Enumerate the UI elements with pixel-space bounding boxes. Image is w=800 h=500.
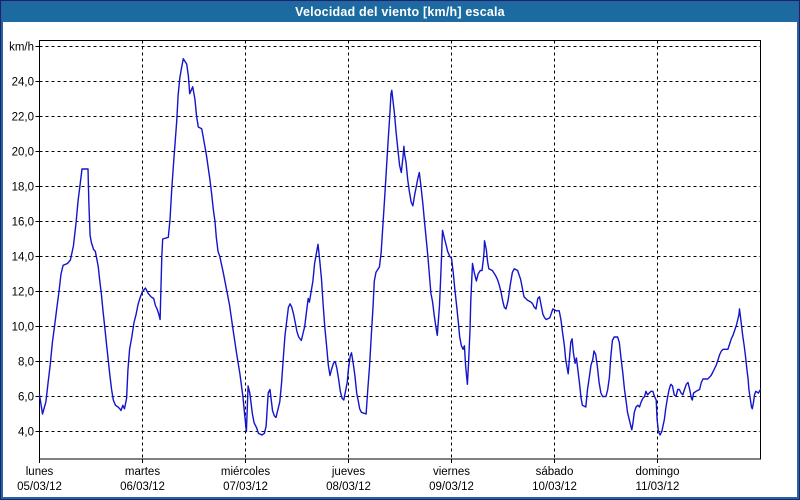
chart-canvas: km/h 24,0 22,0 20,0 18,0 16,0 14,0 12,0 10,0 8,0 6… bbox=[9, 40, 762, 494]
x-day-label: domingo bbox=[635, 466, 679, 478]
y-tick-label: 16,0 bbox=[12, 217, 34, 229]
x-day-label: sábado bbox=[536, 466, 574, 478]
wind-speed-series-group bbox=[38, 58, 762, 436]
y-tick-label: 20,0 bbox=[12, 147, 34, 159]
y-tick-label: 18,0 bbox=[12, 182, 34, 194]
window-content: Velocidad del viento [km/h] escala km/h 2… bbox=[3, 3, 797, 497]
x-day-label: jueves bbox=[331, 466, 365, 478]
y-tick-label: 24,0 bbox=[12, 77, 34, 89]
y-tick-label: 12,0 bbox=[12, 287, 34, 299]
y-tick-label: 10,0 bbox=[12, 322, 34, 334]
x-date-label: 11/03/12 bbox=[636, 481, 680, 493]
axis-labels-group: km/h 24,0 22,0 20,0 18,0 16,0 14,0 12,0 10,0 8,0 6… bbox=[9, 42, 679, 494]
y-tick-label: 4,0 bbox=[18, 427, 34, 439]
x-day-label: miércoles bbox=[221, 466, 270, 478]
y-tick-label: 8,0 bbox=[18, 357, 34, 369]
x-day-label: viernes bbox=[433, 466, 470, 478]
y-tick-label: 22,0 bbox=[12, 112, 34, 124]
x-date-label: 08/03/12 bbox=[326, 481, 371, 493]
x-date-label: 10/03/12 bbox=[532, 481, 577, 493]
window-title: Velocidad del viento [km/h] escala bbox=[295, 5, 505, 19]
x-date-label: 07/03/12 bbox=[223, 481, 268, 493]
y-tick-label: 6,0 bbox=[18, 392, 34, 404]
x-day-label: lunes bbox=[26, 466, 54, 478]
wind-speed-line bbox=[38, 58, 762, 436]
x-date-label: 09/03/12 bbox=[429, 481, 474, 493]
plot-frame-group bbox=[35, 40, 761, 463]
gridlines-group bbox=[39, 40, 761, 459]
plot-frame bbox=[39, 40, 761, 460]
x-date-label: 05/03/12 bbox=[17, 481, 62, 493]
y-tick-label: 14,0 bbox=[12, 252, 34, 264]
x-date-label: 06/03/12 bbox=[120, 481, 165, 493]
x-day-label: martes bbox=[125, 466, 160, 478]
title-bar: Velocidad del viento [km/h] escala bbox=[3, 3, 797, 22]
y-axis-unit-label: km/h bbox=[9, 42, 34, 54]
